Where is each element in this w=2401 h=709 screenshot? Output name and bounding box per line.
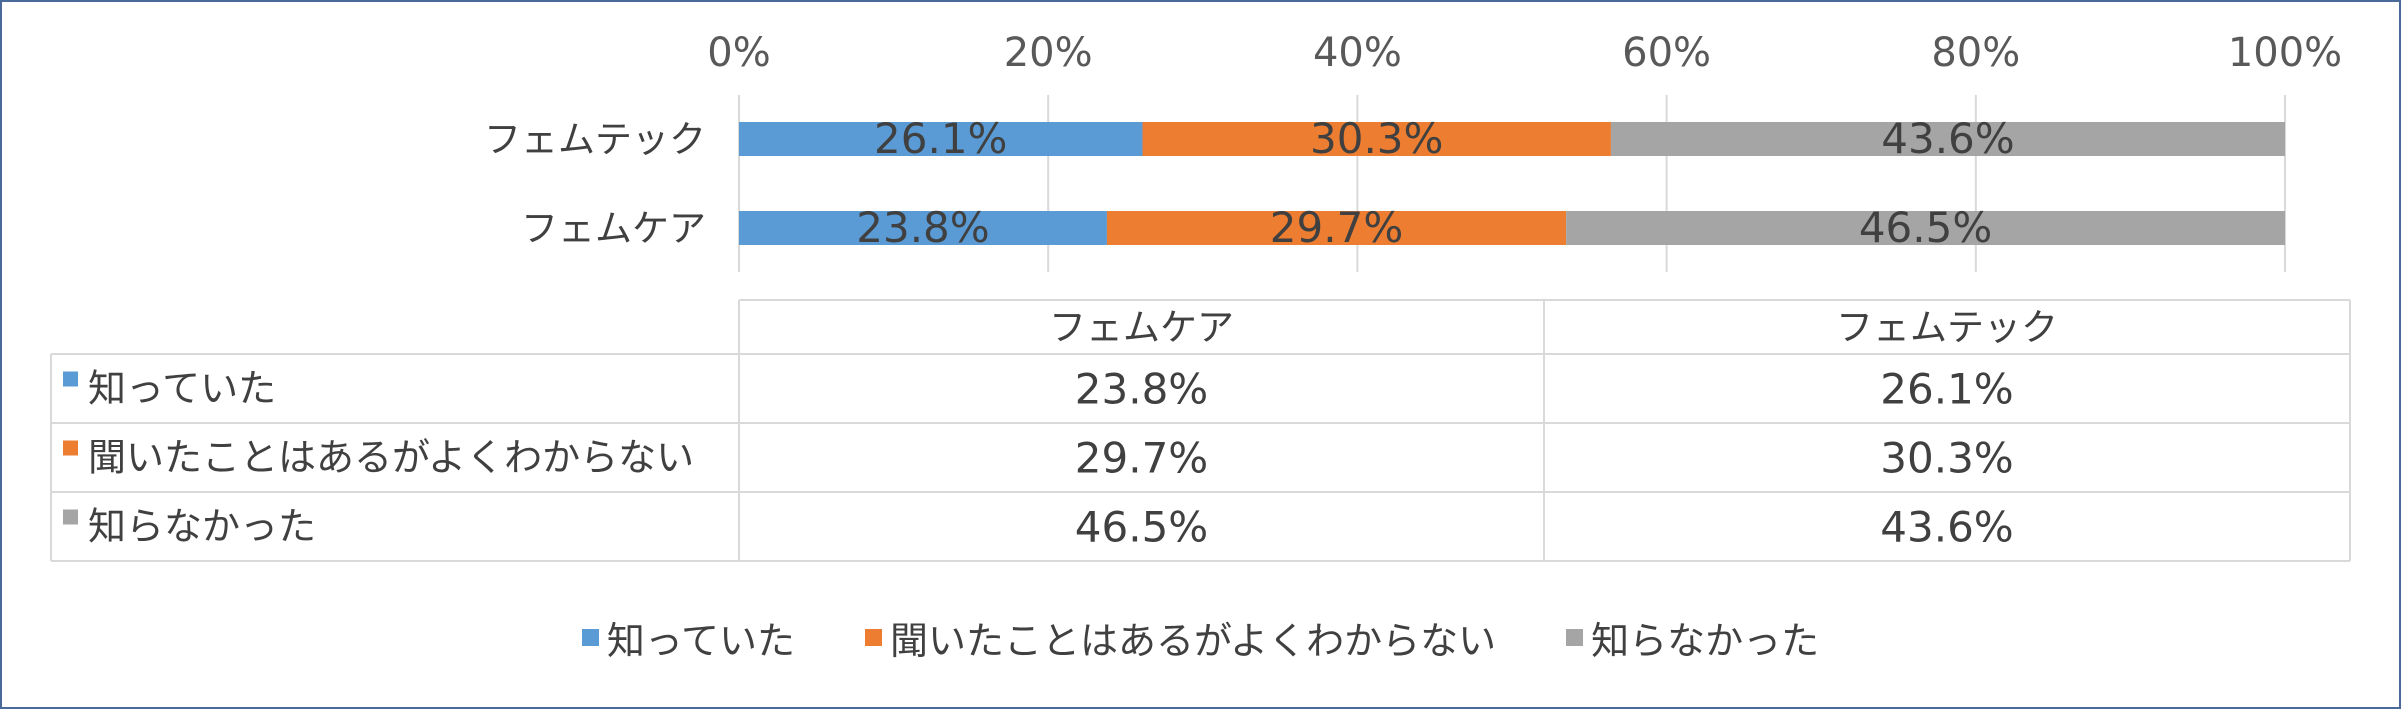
legend-item: 聞いたことはあるがよくわからない xyxy=(864,610,1497,665)
table-cell: 46.5% xyxy=(1075,503,1208,552)
data-label: 23.8% xyxy=(856,203,989,252)
table-cell: 26.1% xyxy=(1880,365,2013,414)
table-legend-swatch xyxy=(63,440,78,456)
table-cell: 30.3% xyxy=(1880,434,2013,483)
bar-segment xyxy=(1142,122,1611,156)
x-tick-label: 20% xyxy=(1004,30,1093,76)
legend-swatch xyxy=(864,628,882,646)
legend-swatch xyxy=(1566,628,1584,646)
bar-segment xyxy=(739,122,1143,156)
table-legend-swatch xyxy=(63,371,78,387)
bar-segment xyxy=(1566,211,2285,245)
legend-item: 知っていた xyxy=(581,610,795,665)
table-cell: 23.8% xyxy=(1075,365,1208,414)
table-row-label: 聞いたことはあるがよくわからない xyxy=(88,436,694,480)
legend: 知っていた 聞いたことはあるがよくわからない 知らなかった xyxy=(0,610,2401,665)
x-tick-label: 80% xyxy=(1931,30,2020,76)
data-label: 26.1% xyxy=(874,114,1007,163)
x-tick-label: 100% xyxy=(2228,30,2342,76)
data-label: 29.7% xyxy=(1270,203,1403,252)
table-cell: 43.6% xyxy=(1880,503,2013,552)
table-cell: 29.7% xyxy=(1075,434,1208,483)
bar-segment xyxy=(739,211,1107,245)
legend-label: 知らなかった xyxy=(1591,618,1820,663)
data-label: 43.6% xyxy=(1881,114,2014,163)
x-tick-label: 60% xyxy=(1622,30,1711,76)
category-label: フェムテック xyxy=(484,118,706,161)
table-column-header: フェムケア xyxy=(1049,306,1234,349)
x-tick-label: 40% xyxy=(1313,30,1402,76)
legend-label: 聞いたことはあるがよくわからない xyxy=(889,618,1497,663)
bar-segment xyxy=(1106,211,1567,245)
category-label: フェムケア xyxy=(521,207,706,250)
table-row-label: 知っていた xyxy=(88,367,276,411)
table-column-header: フェムテック xyxy=(1836,306,2058,349)
legend-item: 知らなかった xyxy=(1566,610,1819,665)
table-legend-swatch xyxy=(63,509,78,525)
data-label: 30.3% xyxy=(1310,114,1443,163)
data-label: 46.5% xyxy=(1859,203,1992,252)
legend-label: 知っていた xyxy=(606,618,795,663)
table-row-label: 知らなかった xyxy=(88,505,316,549)
legend-swatch xyxy=(581,628,599,646)
bar-segment xyxy=(1610,122,2285,156)
x-tick-label: 0% xyxy=(707,30,770,76)
